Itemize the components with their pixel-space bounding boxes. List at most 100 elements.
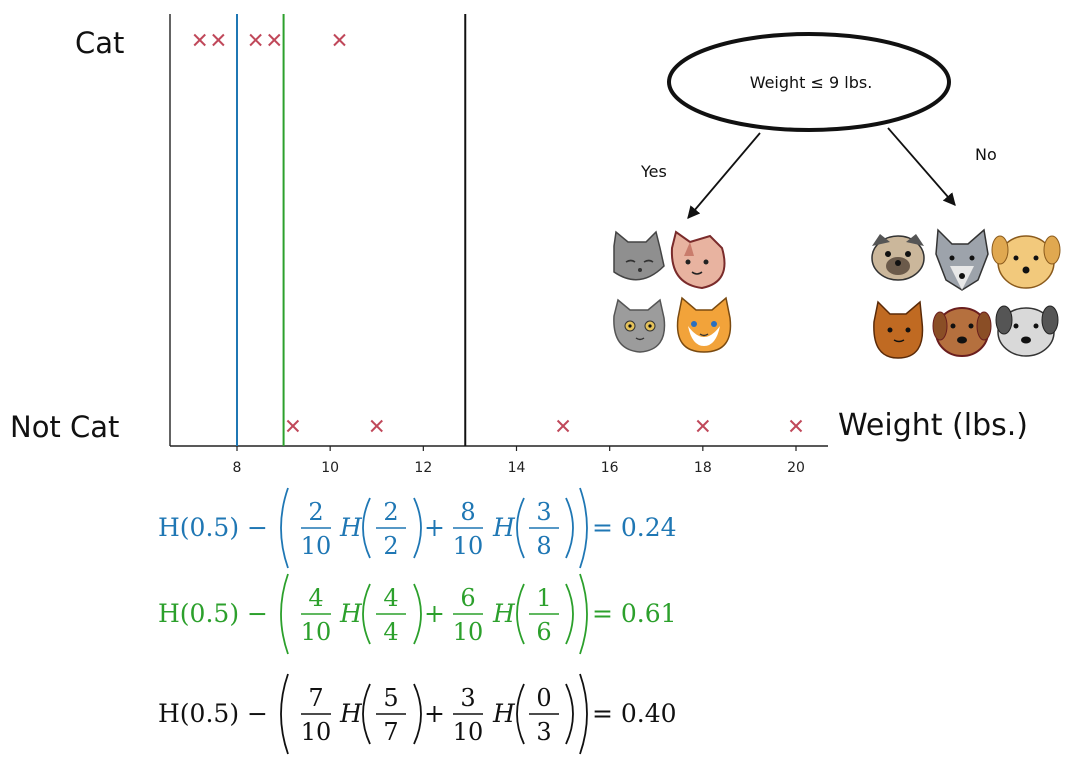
not-cat-point xyxy=(789,419,803,433)
right-paren xyxy=(413,683,422,745)
left-paren xyxy=(516,497,525,559)
left-paren xyxy=(362,683,371,745)
fraction-numerator: 6 xyxy=(460,584,475,612)
right-paren xyxy=(579,673,588,755)
left-paren xyxy=(516,683,525,745)
fraction-denominator: 7 xyxy=(383,718,398,746)
fraction-numerator: 1 xyxy=(536,584,551,612)
not-cat-point xyxy=(370,419,383,433)
fraction-denominator: 10 xyxy=(301,532,332,560)
left-paren xyxy=(362,583,371,645)
x-tick-label: 18 xyxy=(694,460,712,476)
right-paren xyxy=(565,583,574,645)
entropy-symbol: H xyxy=(492,699,516,728)
y-label-not-cat: Not Cat xyxy=(10,410,119,444)
fraction-numerator: 2 xyxy=(383,498,398,526)
right-paren xyxy=(413,583,422,645)
x-tick-label: 20 xyxy=(787,460,805,476)
right-paren xyxy=(413,497,422,559)
fraction-numerator: 7 xyxy=(308,684,323,712)
pug-icon xyxy=(871,234,925,281)
equation-lead: H(0.5) − xyxy=(158,699,268,728)
left-paren xyxy=(280,487,289,569)
left-paren xyxy=(280,673,289,755)
gray-dog-icon xyxy=(995,305,1059,357)
fraction-denominator: 4 xyxy=(383,618,398,646)
fraction-denominator: 10 xyxy=(453,618,484,646)
y-label-cat: Cat xyxy=(75,26,124,60)
x-tick-label: 12 xyxy=(414,460,432,476)
cat-point xyxy=(212,33,225,47)
cat-point xyxy=(268,33,281,47)
fraction-denominator: 10 xyxy=(453,718,484,746)
no-arrow xyxy=(887,127,956,206)
gray-wolf-dog-icon xyxy=(935,228,989,291)
right-paren xyxy=(579,487,588,569)
fraction-denominator: 10 xyxy=(301,618,332,646)
fraction-denominator: 2 xyxy=(383,532,398,560)
x-tick-label: 8 xyxy=(233,460,242,476)
tree-root-label: Weight ≤ 9 lbs. xyxy=(750,73,873,92)
golden-dog-icon xyxy=(991,235,1061,289)
plot-axes xyxy=(169,14,828,447)
pink-cat-icon xyxy=(670,230,726,290)
right-paren xyxy=(565,497,574,559)
cat-point xyxy=(193,33,206,47)
x-tick-label: 10 xyxy=(321,460,339,476)
x-ticks: 8 10 12 14 16 18 20 xyxy=(233,446,805,476)
gray-cat-icon xyxy=(613,230,665,281)
fraction-denominator: 6 xyxy=(536,618,551,646)
fraction-numerator: 8 xyxy=(460,498,475,526)
data-points xyxy=(193,33,803,433)
equation-result: = 0.24 xyxy=(592,513,677,542)
fraction-numerator: 5 xyxy=(383,684,398,712)
fraction-numerator: 3 xyxy=(460,684,475,712)
cat-point xyxy=(333,33,346,47)
fraction-numerator: 0 xyxy=(536,684,551,712)
right-paren xyxy=(579,573,588,655)
x-axis-label: Weight (lbs.) xyxy=(838,408,1028,443)
fraction-numerator: 2 xyxy=(308,498,323,526)
x-tick-label: 16 xyxy=(601,460,619,476)
entropy-symbol: H xyxy=(339,699,363,728)
fraction-numerator: 4 xyxy=(383,584,398,612)
fraction-numerator: 3 xyxy=(536,498,551,526)
left-paren xyxy=(516,583,525,645)
plus-sign: + xyxy=(424,513,445,542)
no-label: No xyxy=(975,145,997,164)
orange-cat-icon xyxy=(676,296,732,353)
decision-tree: Weight ≤ 9 lbs. Yes No xyxy=(613,32,1061,359)
left-paren xyxy=(362,497,371,559)
equation-result: = 0.61 xyxy=(592,599,677,628)
fraction-denominator: 10 xyxy=(453,532,484,560)
brown-cat-icon xyxy=(873,300,924,359)
equation-lead: H(0.5) − xyxy=(158,599,268,628)
x-tick-label: 14 xyxy=(508,460,526,476)
equation-result: = 0.40 xyxy=(592,699,677,728)
fraction-denominator: 10 xyxy=(301,718,332,746)
fraction-denominator: 8 xyxy=(536,532,551,560)
entropy-symbol: H xyxy=(492,599,516,628)
yes-arrow xyxy=(687,132,761,219)
split-lines xyxy=(236,14,467,446)
not-cat-point xyxy=(696,419,710,433)
left-paren xyxy=(280,573,289,655)
tree-root-node xyxy=(667,32,951,132)
plus-sign: + xyxy=(424,599,445,628)
entropy-symbol: H xyxy=(339,513,363,542)
not-cat-point xyxy=(556,419,570,433)
not-cat-point xyxy=(286,419,300,433)
cat-point xyxy=(249,33,262,47)
entropy-symbol: H xyxy=(339,599,363,628)
gray-kitten-icon xyxy=(613,298,666,353)
fraction-numerator: 4 xyxy=(308,584,323,612)
entropy-symbol: H xyxy=(492,513,516,542)
equation-lead: H(0.5) − xyxy=(158,513,268,542)
plus-sign: + xyxy=(424,699,445,728)
brown-dog-icon xyxy=(932,307,992,357)
